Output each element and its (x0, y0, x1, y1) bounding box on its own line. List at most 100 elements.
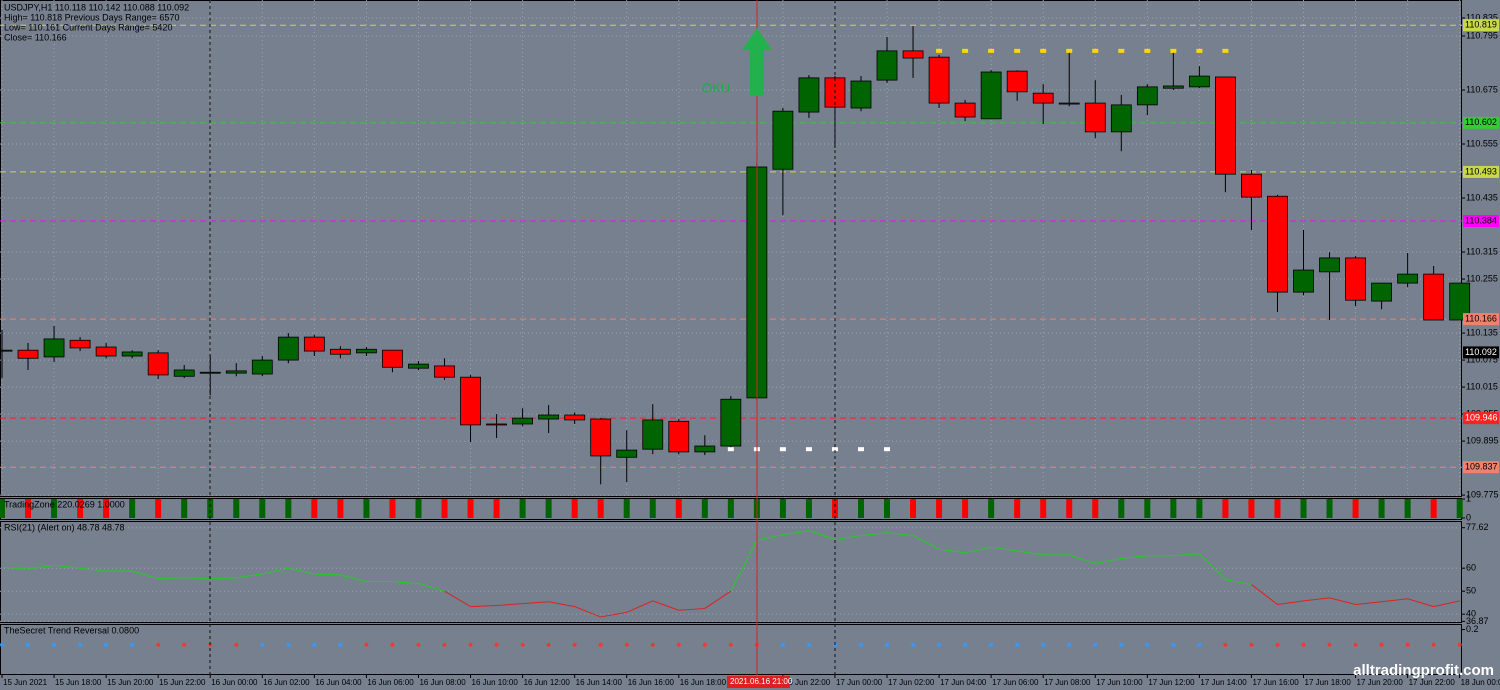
reversal-dot (598, 642, 603, 647)
candle-body (121, 351, 143, 357)
zone-bar (988, 499, 995, 518)
stop-marker (1144, 48, 1151, 53)
reversal-dot (390, 642, 395, 647)
x-tick-label: 18 Jun 00:00 (1461, 678, 1500, 687)
zone-bar (441, 499, 448, 518)
rsi-segment (80, 567, 107, 572)
x-tick-label: 16 Jun 02:00 (263, 678, 310, 687)
reversal-dot (676, 642, 681, 647)
y-tick-label: 110.015 (1466, 381, 1498, 391)
candle-body (173, 369, 195, 377)
zone-bar (1300, 499, 1307, 518)
candle-body (1188, 75, 1210, 88)
reversal-dot (416, 642, 421, 647)
y-tick-label: 77.62 (1466, 522, 1489, 532)
zone-bar (389, 499, 396, 518)
rsi-segment (444, 590, 471, 608)
reversal-dot (182, 642, 187, 647)
reversal-dot (572, 642, 577, 647)
x-tick-label: 16 Jun 22:00 (784, 678, 831, 687)
level-label: 110.819 (1465, 20, 1497, 30)
reversal-dot (858, 642, 863, 647)
stop-marker (936, 48, 943, 53)
rsi-segment (782, 530, 810, 536)
x-tick-label: 16 Jun 16:00 (628, 678, 675, 687)
zone-bar (0, 499, 5, 518)
x-tick-label: 17 Jun 04:00 (940, 678, 987, 687)
zone-bar (779, 499, 786, 518)
rsi-segment (1381, 598, 1408, 603)
zone-bar (910, 499, 917, 518)
candle-body (147, 352, 169, 376)
level-box (1463, 116, 1499, 129)
reversal-dot (156, 642, 161, 647)
zone-bar (1092, 499, 1099, 518)
y-tick-label: 60 (1466, 563, 1476, 573)
rsi-segment (132, 570, 159, 580)
candle-body (1397, 273, 1419, 284)
zone-bar (1404, 499, 1411, 518)
x-tick-label: 15 Jun 20:00 (107, 678, 154, 687)
candle-body (486, 423, 507, 426)
reversal-dot (702, 642, 707, 647)
candle-body (1423, 273, 1445, 321)
reversal-dot (1405, 642, 1410, 647)
candle-body (1449, 282, 1471, 321)
rsi-segment (1173, 553, 1200, 557)
reversal-dot (286, 642, 291, 647)
rsi-segment (1017, 550, 1044, 556)
zone-bar (936, 499, 943, 518)
x-tick-label: 16 Jun 10:00 (472, 678, 519, 687)
zone-bar (1066, 499, 1073, 518)
stop-marker (727, 447, 734, 452)
level-label: 110.166 (1465, 313, 1497, 323)
y-tick-label: 110.435 (1466, 192, 1498, 202)
candle-body (980, 71, 1002, 120)
stop-marker (1118, 48, 1125, 53)
info-line: Low= 110.161 Current Days Range= 5420 (4, 22, 172, 32)
reversal-dot (468, 642, 473, 647)
candle-body (1319, 257, 1340, 273)
candle-body (356, 348, 377, 354)
rsi-segment (470, 604, 497, 608)
reversal-dot (312, 642, 317, 647)
stop-marker (1014, 48, 1021, 53)
level-box (1463, 165, 1499, 178)
rsi-segment (27, 564, 55, 570)
reversal-dot (1249, 642, 1254, 647)
candle-body (902, 50, 924, 59)
stop-marker (857, 447, 864, 452)
rsi-segment (210, 577, 237, 580)
rsi-segment (600, 611, 627, 618)
info-line: Close= 110.166 (4, 32, 67, 42)
rsi-segment (392, 581, 419, 585)
zone-bar (285, 499, 292, 518)
candle-body (1293, 269, 1314, 293)
candle-body (1162, 85, 1184, 89)
reversal-dot (806, 642, 811, 647)
candle-body (251, 359, 273, 375)
reversal-dot (1093, 642, 1098, 647)
stop-marker (1170, 48, 1177, 53)
reversal-dot (1301, 642, 1306, 647)
candle-body (694, 445, 716, 453)
y-tick-label: 110.795 (1466, 30, 1498, 40)
y-tick-label: 0 (1466, 512, 1471, 522)
candle-body (1006, 70, 1028, 93)
x-tick-label: 17 Jun 20:00 (1357, 678, 1404, 687)
reversal-dot (937, 642, 942, 647)
watermark: alltradingprofit.com (1353, 662, 1494, 679)
stop-marker (988, 48, 995, 53)
zone-bar (25, 499, 32, 518)
y-tick-label: 110.135 (1466, 327, 1498, 337)
level-box (1463, 461, 1499, 474)
zone-bar (571, 499, 578, 518)
zone-bar (649, 499, 656, 518)
candle-body (798, 77, 820, 113)
reversal-dot (963, 642, 968, 647)
zone-bar (415, 499, 422, 518)
x-tick-label: 17 Jun 14:00 (1200, 678, 1247, 687)
reversal-dot (1041, 642, 1046, 647)
rsi-segment (1329, 597, 1356, 606)
